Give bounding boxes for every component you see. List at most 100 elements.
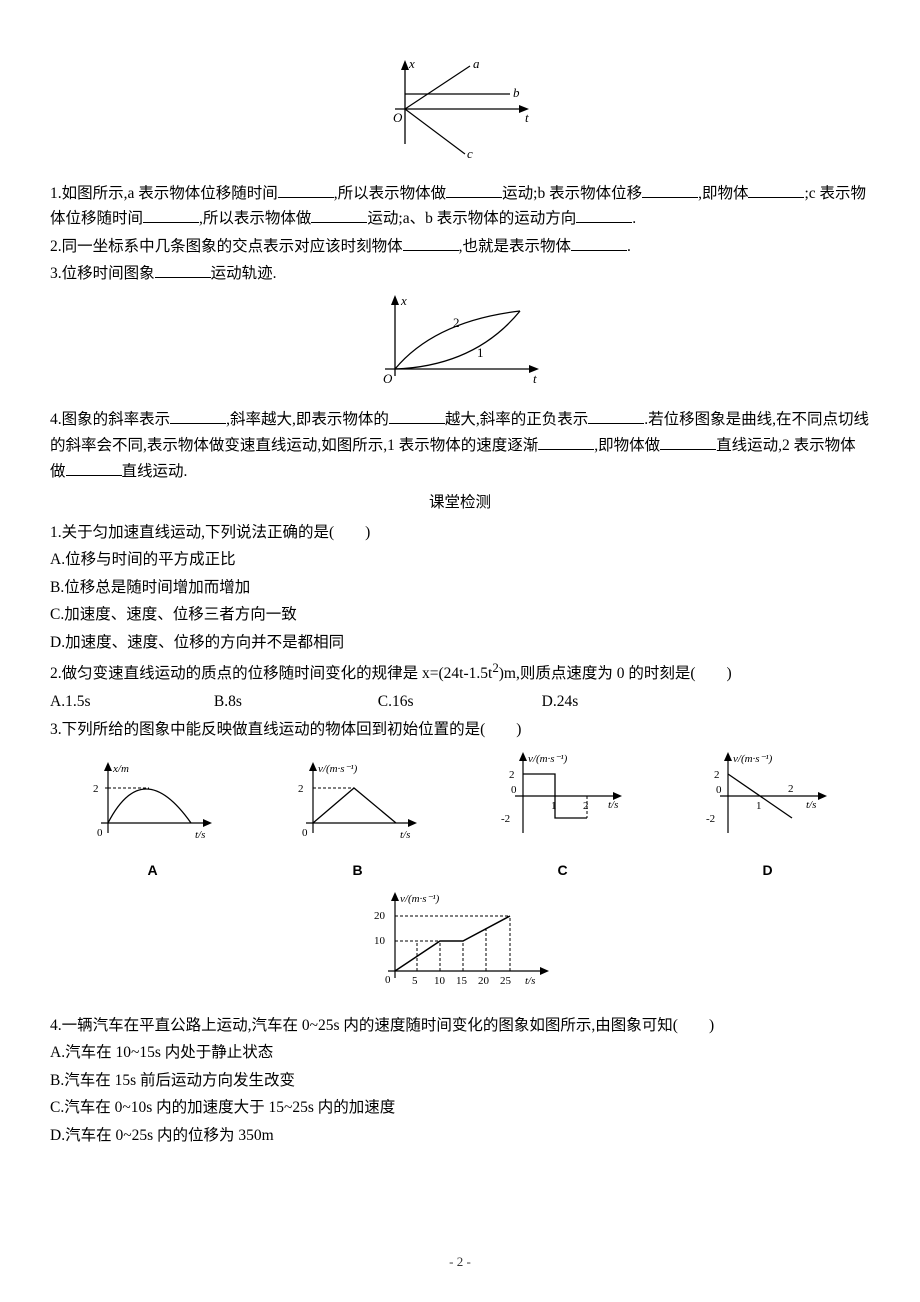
cq3-graph-c: 2 0 -2 1 2 v/(m·s⁻¹) t/s C [493,748,633,882]
svg-text:15: 15 [456,975,468,987]
svg-text:a: a [473,56,480,71]
cq2-stem-a: 2.做匀变速直线运动的质点的位移随时间变化的规律是 x=(24t-1.5t [50,666,492,683]
q1-text-7: 运动;a、b 表示物体的运动方向 [367,210,576,227]
cq3-label-c: C [493,859,633,882]
check-q4-stem: 4.一辆汽车在平直公路上运动,汽车在 0~25s 内的速度随时间变化的图象如图所… [50,1013,870,1039]
q1-end: . [632,210,636,227]
cq2-opt-d: D.24s [542,689,702,715]
cq3-graph-a: 2 0 x/m t/s A [83,758,223,882]
svg-text:10: 10 [434,975,446,987]
section-title: 课堂检测 [50,490,870,516]
svg-text:t/s: t/s [525,975,535,987]
q4-b: ,斜率越大,即表示物体的 [226,411,389,428]
check-q1-opt-d: D.加速度、速度、位移的方向并不是都相同 [50,630,870,656]
blank [403,234,459,251]
cq2-opt-c: C.16s [378,689,538,715]
q1-text-2: ,所以表示物体做 [334,185,446,202]
blank [660,433,716,450]
q4-c: 越大,斜率的正负表示 [445,411,588,428]
q1-text-4: ,即物体 [698,185,748,202]
cq3-graph-b: 2 0 v/(m·s⁻¹) t/s B [288,758,428,882]
svg-text:-2: -2 [501,813,510,825]
check-q2-stem: 2.做匀变速直线运动的质点的位移随时间变化的规律是 x=(24t-1.5t2)m… [50,657,870,687]
q3-text-b: 运动轨迹. [211,265,277,282]
cq3-graph-d: 2 0 -2 1 2 v/(m·s⁻¹) t/s D [698,748,838,882]
figure-vt: 10 20 0 5 10 15 20 25 v/(m·s⁻¹) t/s [50,886,870,1005]
blank [642,181,698,198]
cq2-stem-b: )m,则质点速度为 0 的时刻是( ) [499,666,732,683]
svg-text:x: x [400,293,407,308]
svg-text:0: 0 [716,784,722,796]
svg-text:v/(m·s⁻¹): v/(m·s⁻¹) [528,753,568,765]
q1-text-6: ,所以表示物体做 [199,210,311,227]
blank [143,207,199,224]
svg-text:x: x [408,56,415,71]
cq2-opt-a: A.1.5s [50,689,210,715]
cq3-label-d: D [698,859,838,882]
svg-text:0: 0 [385,974,391,986]
cq3-label-b: B [288,859,428,882]
blank [571,234,627,251]
svg-text:25: 25 [500,975,512,987]
svg-text:0: 0 [511,784,517,796]
q4-a: 4.图象的斜率表示 [50,411,170,428]
svg-text:5: 5 [412,975,418,987]
svg-text:1: 1 [477,345,484,360]
figure-2: x t O 1 2 [50,291,870,400]
svg-text:20: 20 [478,975,490,987]
q4-g: 直线运动. [122,463,188,480]
q1-text-1: 1.如图所示,a 表示物体位移随时间 [50,185,278,202]
svg-text:2: 2 [93,783,99,795]
blank [278,181,334,198]
svg-text:O: O [393,110,403,125]
blank [446,181,502,198]
check-q4-opt-c: C.汽车在 0~10s 内的加速度大于 15~25s 内的加速度 [50,1095,870,1121]
blank [389,408,445,425]
page-number: - 2 - [0,1251,920,1272]
blank [311,207,367,224]
question-1: 1.如图所示,a 表示物体位移随时间 ,所以表示物体做 运动;b 表示物体位移 ,即物… [50,181,870,232]
q2-text-a: 2.同一坐标系中几条图象的交点表示对应该时刻物体 [50,238,403,255]
svg-text:b: b [513,85,520,100]
svg-text:t: t [533,371,537,386]
svg-text:t/s: t/s [806,799,816,811]
svg-text:2: 2 [788,783,794,795]
blank [748,181,804,198]
svg-text:2: 2 [453,315,460,330]
svg-text:0: 0 [97,827,103,839]
check-q1-opt-a: A.位移与时间的平方成正比 [50,547,870,573]
blank [66,459,122,476]
svg-text:0: 0 [302,827,308,839]
svg-text:20: 20 [374,910,386,922]
svg-text:c: c [467,146,473,161]
cq3-label-a: A [83,859,223,882]
q1-text-3: 运动;b 表示物体位移 [502,185,642,202]
question-2: 2.同一坐标系中几条图象的交点表示对应该时刻物体,也就是表示物体. [50,234,870,260]
check-q1-stem: 1.关于匀加速直线运动,下列说法正确的是( ) [50,520,870,546]
svg-text:2: 2 [583,800,589,812]
xt-graph-curves: x t O 1 2 [365,291,555,391]
blank [588,408,644,425]
blank [576,207,632,224]
blank [170,408,226,425]
question-4: 4.图象的斜率表示,斜率越大,即表示物体的越大,斜率的正负表示.若位移图象是曲线… [50,407,870,484]
check-q4-opt-a: A.汽车在 10~15s 内处于静止状态 [50,1040,870,1066]
cq2-opt-b: B.8s [214,689,374,715]
xt-graph-abc: x t O a b c [375,54,545,164]
check-q4-opt-b: B.汽车在 15s 前后运动方向发生改变 [50,1068,870,1094]
svg-text:v/(m·s⁻¹): v/(m·s⁻¹) [733,753,773,765]
svg-text:2: 2 [298,783,304,795]
cq3-graph-row: 2 0 x/m t/s A 2 0 v/(m·s⁻¹) t/s [50,748,870,882]
figure-1: x t O a b c [50,54,870,173]
svg-text:v/(m·s⁻¹): v/(m·s⁻¹) [318,763,358,775]
blank [155,262,211,279]
svg-text:O: O [383,371,393,386]
question-3: 3.位移时间图象运动轨迹. [50,261,870,287]
svg-text:1: 1 [756,800,762,812]
svg-text:t: t [525,110,529,125]
check-q1-opt-b: B.位移总是随时间增加而增加 [50,575,870,601]
svg-text:t/s: t/s [195,829,205,841]
svg-text:10: 10 [374,935,386,947]
svg-text:v/(m·s⁻¹): v/(m·s⁻¹) [400,893,440,905]
svg-text:2: 2 [714,769,720,781]
